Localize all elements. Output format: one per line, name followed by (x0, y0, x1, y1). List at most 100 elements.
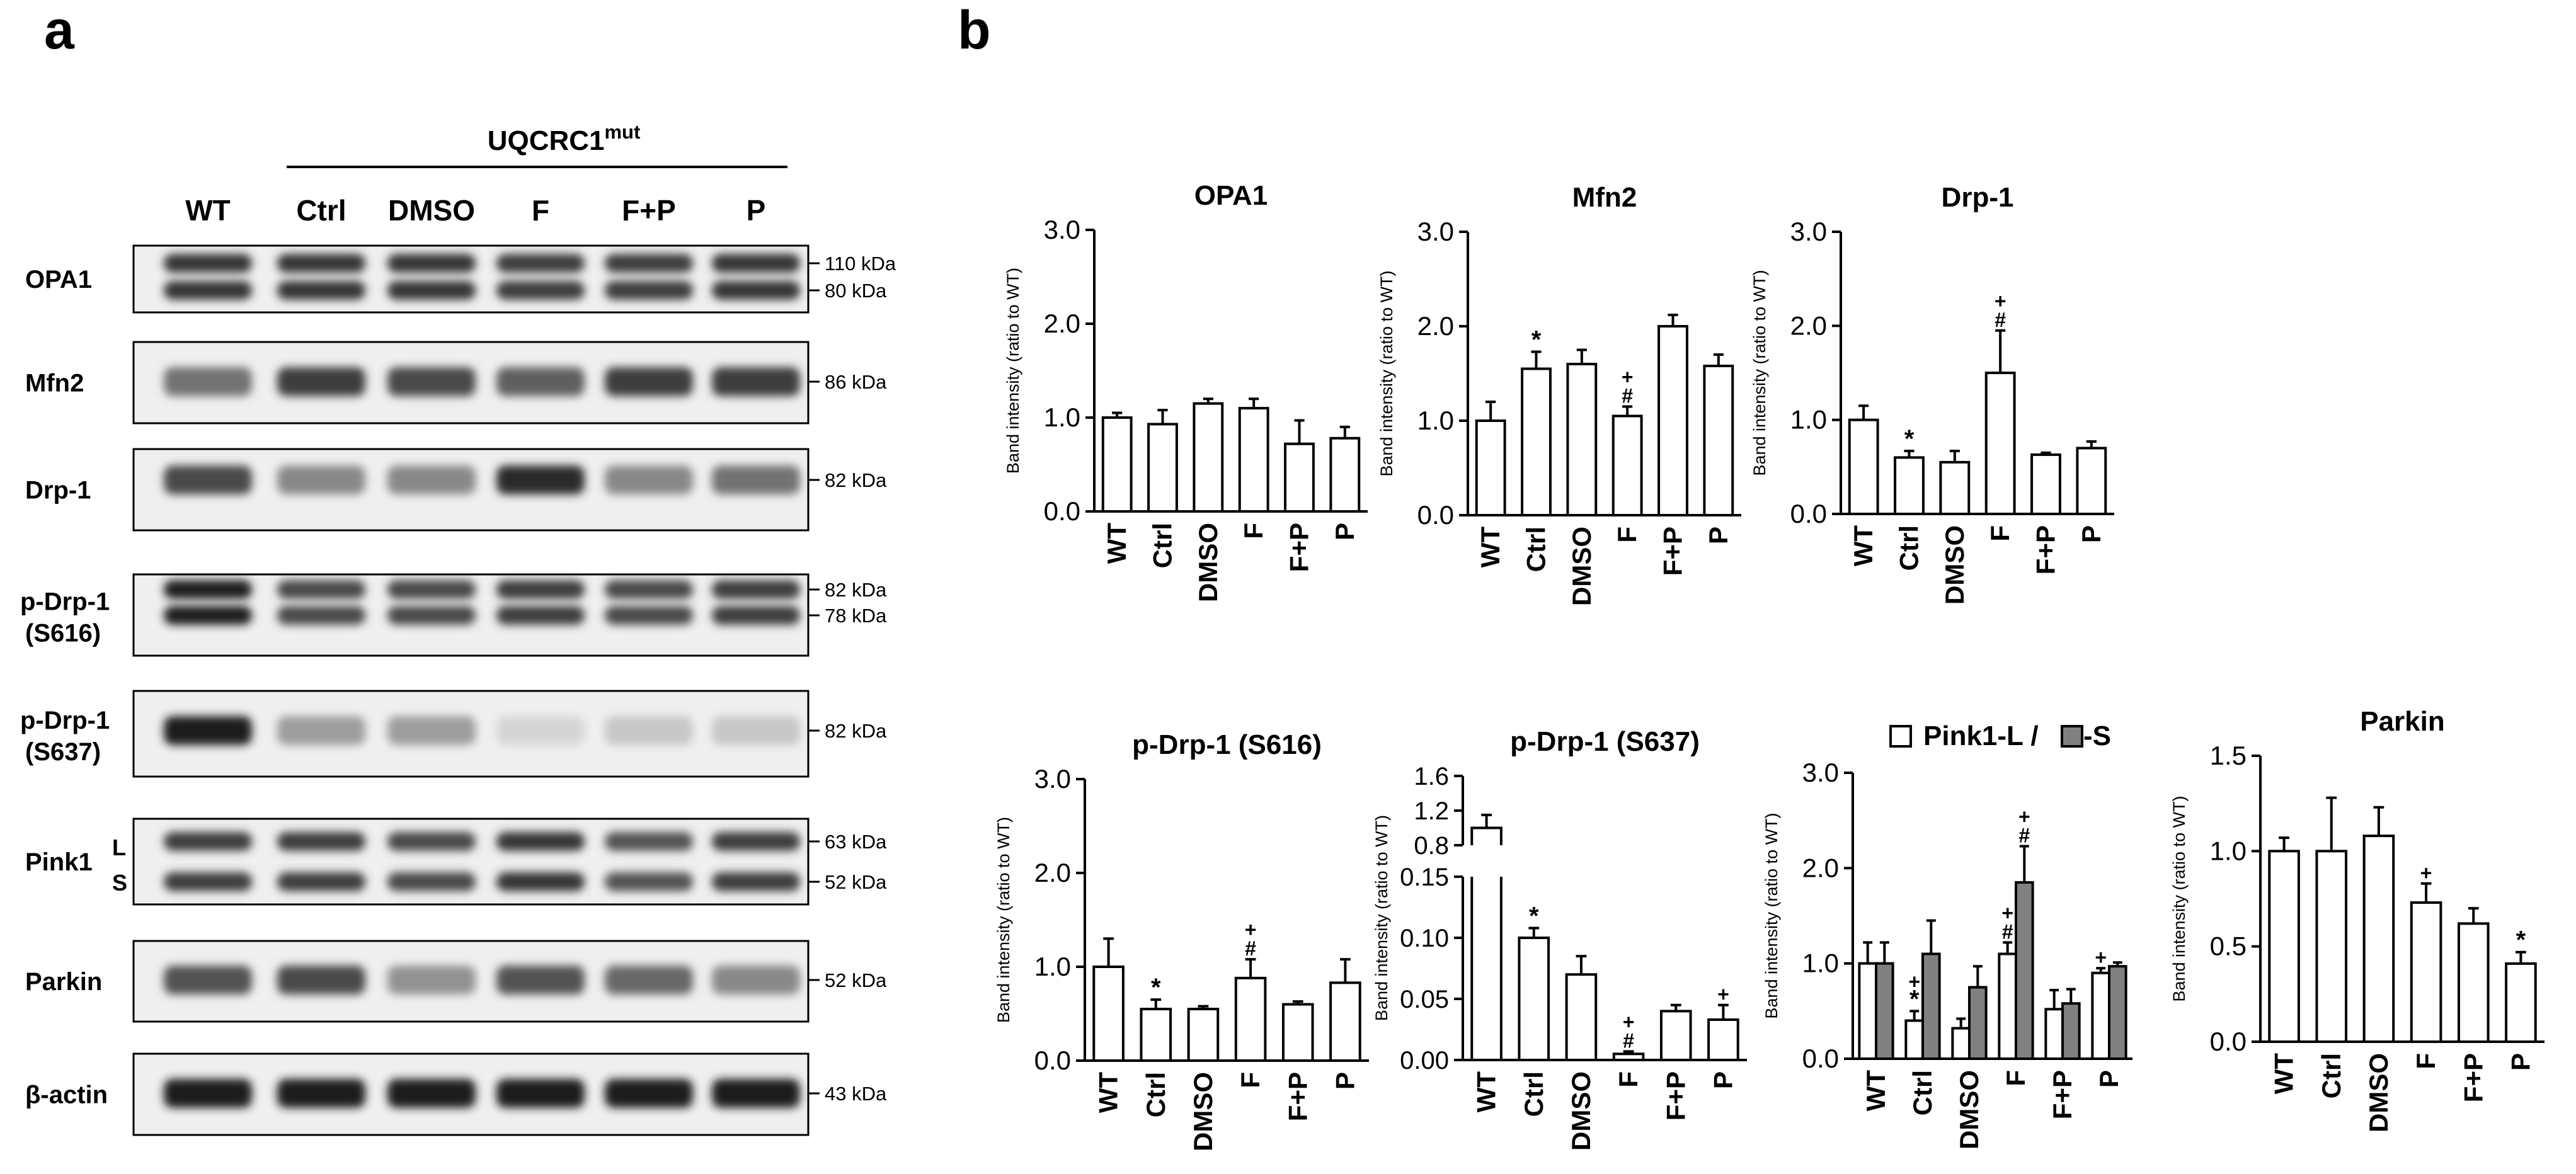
kda-label: 82 kDa (825, 720, 887, 742)
significance-marker: + (1245, 918, 1257, 941)
significance-marker: * (1531, 326, 1542, 354)
bar (2030, 453, 2061, 515)
bar (1659, 1010, 1692, 1062)
y-tick-label: 1.5 (2210, 741, 2247, 770)
significance-marker: # (2018, 824, 2030, 847)
bar (1281, 1003, 1314, 1062)
blot-band (164, 716, 252, 745)
x-tick-label: P (2094, 1070, 2124, 1088)
lane-label: Ctrl (296, 194, 346, 227)
x-tick-label: Ctrl (2316, 1053, 2346, 1098)
blot-band (164, 832, 252, 851)
bar (1101, 416, 1133, 513)
blot-band (164, 872, 252, 891)
blot-band (277, 465, 365, 494)
significance-marker: + (1623, 1010, 1635, 1033)
blot-band (496, 281, 585, 300)
blot-band (605, 580, 693, 599)
blot-band (712, 254, 800, 273)
x-tick-label: F+P (1658, 527, 1688, 576)
y-tick-label: 1.0 (1417, 406, 1454, 435)
y-tick-label: 1.0 (2210, 836, 2247, 865)
bar (1984, 372, 2016, 515)
x-tick-label: DMSO (1567, 527, 1596, 606)
bar (1657, 325, 1688, 516)
kda-label: 82 kDa (825, 469, 887, 491)
blot-band (277, 966, 365, 994)
protein-label: Pink1 (25, 848, 93, 876)
y-tick-label: 1.6 (1414, 763, 1449, 790)
significance-marker: # (2002, 920, 2013, 943)
legend-swatch (2061, 725, 2083, 748)
blot-band (605, 367, 693, 396)
bar (1848, 418, 1879, 516)
blot-band (496, 580, 585, 599)
lane-label: F (532, 194, 549, 227)
bar (1238, 407, 1269, 513)
bar (1565, 973, 1598, 1061)
blot-band (605, 966, 693, 994)
blot-band (277, 606, 365, 625)
significance-marker: + (2420, 862, 2432, 884)
blot-band (387, 716, 476, 745)
blot-band (387, 832, 476, 851)
bar (1329, 436, 1361, 513)
protein-label: p-Drp-1 (20, 707, 110, 734)
x-tick-label: P (2505, 1053, 2535, 1071)
blot-band (277, 281, 365, 300)
blot-frame (132, 448, 810, 532)
y-tick-label: 2.0 (1790, 311, 1827, 340)
lane-label: F+P (622, 194, 676, 227)
protein-label: Mfn2 (25, 370, 84, 397)
bar (2108, 965, 2127, 1060)
y-tick-label: 2.0 (1802, 853, 1839, 882)
blot-band (496, 254, 585, 273)
significance-marker: + (2018, 806, 2030, 828)
bar (1518, 937, 1550, 1061)
panel-b-label: b (958, 0, 991, 60)
blot-frame (132, 244, 810, 314)
protein-label: (S637) (25, 738, 101, 766)
bar (1147, 423, 1178, 513)
significance-marker: # (1995, 309, 2006, 331)
blot-band (387, 580, 476, 599)
significance-marker: + (2001, 901, 2013, 924)
x-tick-label: WT (1102, 523, 1131, 564)
blot-band (277, 580, 365, 599)
blot-band (712, 872, 800, 891)
significance-marker: * (2516, 926, 2526, 954)
chart-title: Parkin (2360, 706, 2445, 737)
blot-band (605, 832, 693, 851)
protein-label: OPA1 (25, 266, 92, 294)
blot-band (496, 465, 585, 494)
x-tick-label: F+P (2047, 1070, 2077, 1119)
x-tick-label: DMSO (1940, 525, 1969, 605)
blot-band (496, 832, 585, 851)
blot-band (605, 716, 693, 745)
bar (1707, 1018, 1739, 1061)
significance-marker: # (1245, 937, 1256, 960)
bar (1612, 1052, 1645, 1062)
x-tick-label: F+P (1283, 1072, 1312, 1121)
x-tick-label: P (1703, 527, 1733, 544)
blot-band (387, 367, 476, 396)
bar (2015, 881, 2034, 1060)
y-tick-label: 1.0 (1034, 952, 1071, 981)
x-tick-label: WT (1475, 527, 1505, 568)
y-tick-label: 3.0 (1044, 215, 1080, 244)
bar (2091, 971, 2110, 1061)
bar (1470, 877, 1503, 1060)
x-tick-label: WT (1861, 1070, 1891, 1112)
x-tick-label: F+P (2031, 525, 2061, 574)
blot-band (277, 1079, 365, 1108)
bar (1875, 962, 1894, 1060)
panel-a-label: a (44, 0, 74, 60)
x-tick-label: F (1985, 525, 2015, 542)
blot-band (164, 580, 252, 599)
y-tick-label: 1.2 (1414, 797, 1449, 825)
y-tick-label: 1.0 (1802, 949, 1839, 978)
blot-band (164, 606, 252, 625)
significance-marker: * (1909, 985, 1920, 1013)
bar (1521, 367, 1552, 516)
bar (1092, 966, 1125, 1062)
